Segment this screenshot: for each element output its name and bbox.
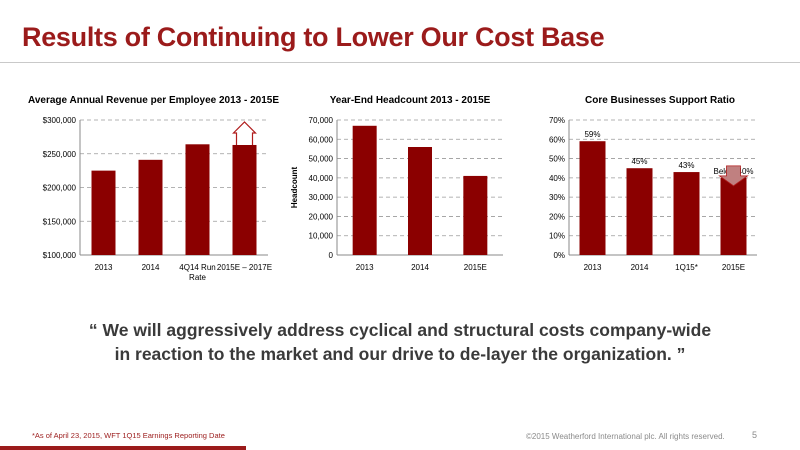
y-tick-label: 70,000 [309,116,334,125]
y-tick-label: 20% [549,212,565,221]
x-tick-label: 2013 [356,263,374,272]
x-tick-label: 2015E [464,263,487,272]
data-label: 43% [678,161,694,170]
y-tick-label: 40,000 [309,174,334,183]
y-tick-label: $150,000 [43,217,77,226]
data-label: 59% [584,130,600,139]
revenue-per-employee-plot: $100,000 $150,000 $200,000 $250,000 $300,000… [43,116,272,282]
bar [232,144,257,255]
bar [720,177,747,255]
x-tick-label: 2014 [142,263,160,272]
support-ratio-plot: 0% 10% 20% 30% 40% 50% 60% 70% 2013 2014 1Q15* 2015… [549,116,757,272]
bar [626,168,653,255]
y-tick-label: 40% [549,174,565,183]
bar [673,172,700,255]
chart-title: Average Annual Revenue per Employee 2013… [28,95,280,106]
bar [463,175,488,255]
quote: “ We will aggressively address cyclical … [0,318,800,366]
y-tick-label: 50% [549,155,565,164]
bottom-accent-bar [0,446,246,450]
x-tick-label: 1Q15* [675,263,698,272]
title-divider [0,62,800,63]
x-tick-label: 2015E – 2017E [217,263,272,272]
support-ratio-chart: Core Businesses Support Ratio 0% 10% 20% 30… [535,95,785,290]
y-tick-label: 50,000 [309,155,334,164]
x-tick-label: 2013 [584,263,602,272]
x-tick-label: 2015E [722,263,745,272]
y-tick-label: 0 [329,251,334,260]
quote-line-2: in reaction to the market and our drive … [114,344,686,364]
x-tick-label: 2014 [631,263,649,272]
x-tick-label: 2014 [411,263,429,272]
down-arrow-icon [718,165,749,187]
data-label: 45% [631,157,647,166]
bar [185,144,210,255]
y-tick-label: $100,000 [43,251,77,260]
bar [138,159,163,255]
y-tick-label: 10% [549,232,565,241]
bar [408,147,432,255]
y-tick-label: $250,000 [43,150,77,159]
y-tick-label: 70% [549,116,565,125]
revenue-per-employee-chart: Average Annual Revenue per Employee 2013… [28,95,280,290]
y-tick-label: 0% [553,251,565,260]
y-axis-title: Headcount [290,167,299,209]
slide-title: Results of Continuing to Lower Our Cost … [22,22,605,52]
y-tick-label: 30% [549,193,565,202]
headcount-plot: 0 10,000 20,000 30,000 40,000 50,000 60,000 70,… [290,116,503,272]
y-tick-label: $200,000 [43,184,77,193]
y-tick-label: 60,000 [309,135,334,144]
copyright: ©2015 Weatherford International plc. All… [526,432,725,441]
page-number: 5 [752,430,758,440]
chart-title: Year-End Headcount 2013 - 2015E [329,95,491,106]
up-arrow-icon [232,121,257,145]
quote-line-1: “ We will aggressively address cyclical … [88,320,712,340]
headcount-chart: Year-End Headcount 2013 - 2015E 0 10,000 2… [285,95,535,290]
chart-title: Core Businesses Support Ratio [584,95,736,106]
bar [579,141,606,255]
bar [352,125,377,256]
bar [91,170,116,255]
y-tick-label: 60% [549,135,565,144]
y-tick-label: 30,000 [309,193,334,202]
x-tick-label: 4Q14 Run Rate [179,263,215,282]
y-tick-label: 20,000 [309,212,334,221]
y-tick-label: 10,000 [309,232,334,241]
y-tick-label: $300,000 [43,116,77,125]
footnote: *As of April 23, 2015, WFT 1Q15 Earnings… [32,431,225,440]
x-tick-label: 2013 [95,263,113,272]
